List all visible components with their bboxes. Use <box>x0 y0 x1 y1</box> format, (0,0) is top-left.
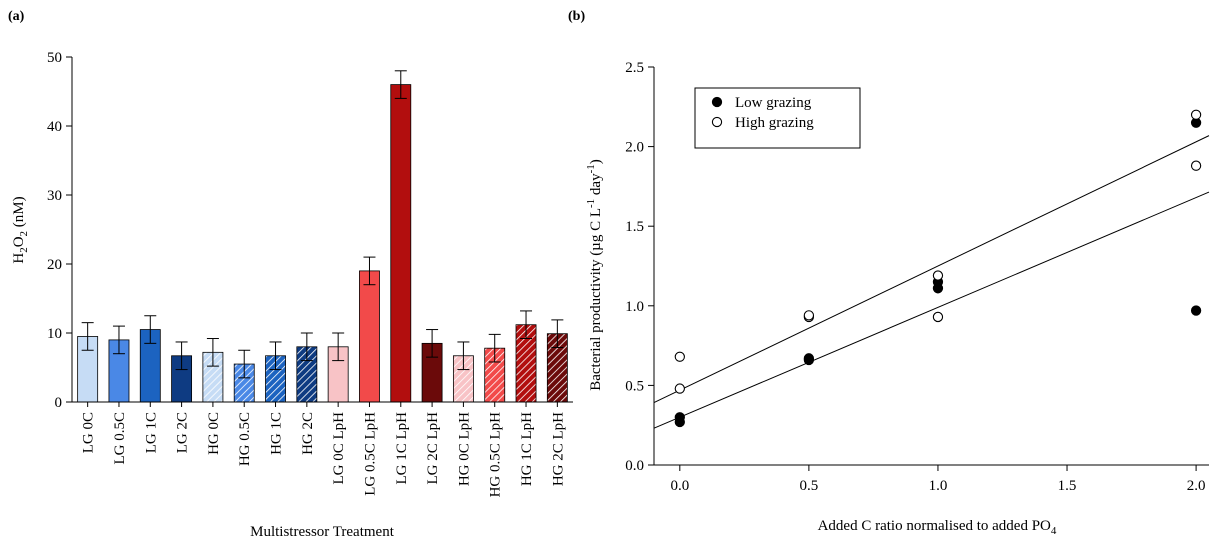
bar-9 <box>359 270 380 403</box>
x-tick-label-13: HG 0.5C LpH <box>488 412 504 498</box>
point-s0-6 <box>1190 305 1202 316</box>
panel-b-label: (b) <box>568 9 585 24</box>
panel-b-axes: 0.0 0.5 1.0 1.5 2.0 2.5 0.0 0.5 1.0 1.5 2.0 <box>625 60 1209 494</box>
panel-b-y-axis-title: Bacterial productivity (µg C L-1 day-1) <box>585 159 604 391</box>
legend-box <box>694 87 861 149</box>
x-tick-label-4: HG 0C <box>206 412 222 455</box>
x-tick-label-0: LG 0C <box>81 412 97 453</box>
x-tick-label-1: LG 0.5C <box>112 412 128 465</box>
y-tick-label-1: 0.5 <box>625 378 644 394</box>
point-s1-4 <box>932 311 944 323</box>
y-tick-label-2: 20 <box>47 257 62 273</box>
panel-a-axes: LG 0C LG 0.5C LG 1C LG 2C HG 0C HG 0.5C HG 1C H… <box>47 50 573 497</box>
x-tick-label-2: LG 1C <box>143 412 159 453</box>
x-tick-label-0: 0.0 <box>670 478 689 494</box>
x-tick-label-15: HG 2C LpH <box>550 412 566 486</box>
x-tick-label-4: 2.0 <box>1187 478 1206 494</box>
point-s1-7 <box>1190 109 1202 120</box>
panel-b: (b) Bacterial productivity (µg C L-1 day… <box>568 9 1210 537</box>
y-tick-label-4: 2.0 <box>625 140 644 156</box>
panel-a-label: (a) <box>8 9 25 24</box>
panel-a-x-axis-title: Multistressor Treatment <box>250 524 395 540</box>
point-s1-5 <box>932 270 944 281</box>
x-tick-label-6: HG 1C <box>269 412 285 455</box>
y-tick-label-3: 30 <box>47 188 62 204</box>
y-tick-label-3: 1.5 <box>625 219 644 235</box>
point-s1-1 <box>674 351 685 362</box>
x-tick-label-7: HG 2C <box>300 412 316 455</box>
legend-label-1: High grazing <box>735 115 814 131</box>
panel-a: (a) H2O2 (nM) Multistressor Treatment LG… <box>8 9 573 540</box>
x-tick-label-9: LG 0.5C LpH <box>362 412 378 496</box>
point-s1-6 <box>1190 160 1202 171</box>
x-tick-label-3: LG 2C <box>175 412 191 453</box>
x-tick-label-10: LG 1C LpH <box>394 412 410 485</box>
panel-a-y-axis-title: H2O2 (nM) <box>11 196 30 263</box>
panel-a-bars <box>77 70 568 403</box>
x-tick-label-1: 0.5 <box>800 478 819 494</box>
panel-b-x-axis-title: Added C ratio normalised to added PO4 <box>818 518 1057 537</box>
x-tick-label-14: HG 1C LpH <box>519 412 535 486</box>
fit-line-1 <box>653 135 1210 404</box>
x-tick-label-2: 1.0 <box>929 478 948 494</box>
point-s1-3 <box>803 310 815 321</box>
x-tick-label-12: HG 0C LpH <box>456 412 472 486</box>
panel-b-points <box>674 109 1202 428</box>
fit-line-0 <box>653 191 1210 429</box>
y-tick-label-0: 0.0 <box>625 458 644 474</box>
y-tick-label-4: 40 <box>47 119 62 135</box>
y-tick-label-0: 0 <box>55 395 63 411</box>
y-tick-label-1: 10 <box>47 326 62 342</box>
x-tick-label-11: LG 2C LpH <box>425 412 441 485</box>
legend-label-0: Low grazing <box>735 95 812 111</box>
point-s1-0 <box>674 383 685 394</box>
y-tick-label-5: 50 <box>47 50 62 66</box>
x-tick-label-3: 1.5 <box>1058 478 1077 494</box>
legend-marker-0 <box>711 96 723 108</box>
x-tick-label-8: LG 0C LpH <box>331 412 347 485</box>
point-s0-3 <box>803 353 815 364</box>
y-tick-label-5: 2.5 <box>625 60 644 76</box>
legend-marker-1 <box>711 116 723 128</box>
bar-10 <box>390 84 412 403</box>
point-s0-1 <box>674 412 685 423</box>
panel-b-legend: Low grazing High grazing <box>694 87 861 149</box>
panel-b-fit-lines <box>653 135 1210 429</box>
y-tick-label-2: 1.0 <box>625 299 644 315</box>
x-tick-label-5: HG 0.5C <box>237 412 253 466</box>
